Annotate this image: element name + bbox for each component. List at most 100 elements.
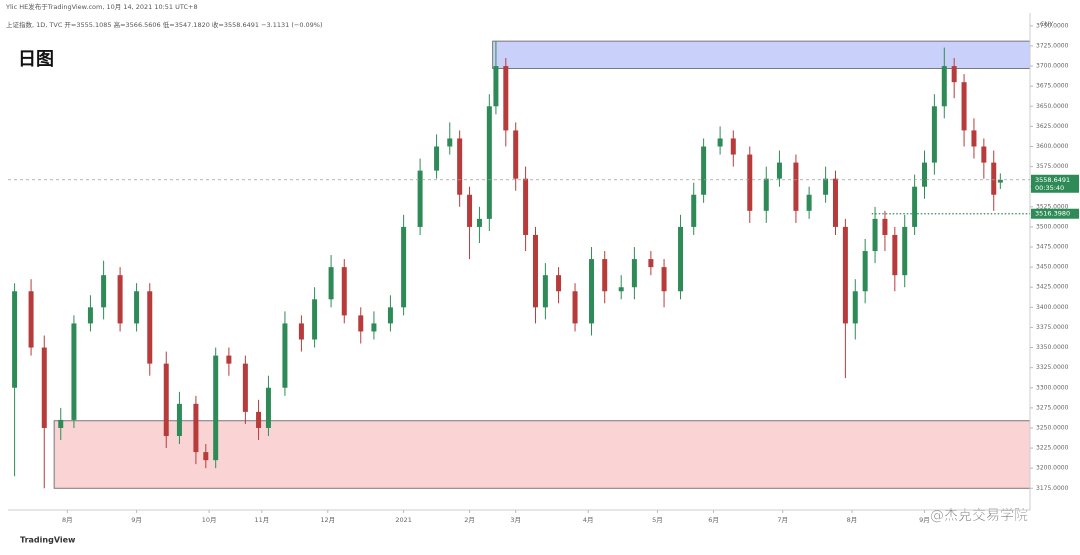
- candle-body: [203, 452, 209, 461]
- candle-body: [434, 146, 440, 171]
- candle-body: [776, 162, 782, 179]
- x-tick-label: 12月: [320, 516, 335, 524]
- y-tick-label: 3600.0000: [1036, 143, 1069, 150]
- candle-body: [282, 323, 288, 388]
- x-tick-label: 11月: [254, 516, 269, 524]
- x-tick-label: 2021: [395, 516, 412, 524]
- candle-body: [328, 267, 334, 300]
- candle-body: [981, 146, 987, 163]
- price-label: 3516.3980: [1035, 210, 1070, 218]
- candle-body: [832, 178, 838, 227]
- candle-body: [717, 138, 723, 147]
- candle-body: [101, 275, 107, 308]
- watermark: @杰克交易学院: [930, 507, 1028, 524]
- price-label: 3558.6491: [1035, 176, 1070, 184]
- candle-body: [882, 218, 888, 235]
- candle-body: [41, 347, 47, 428]
- candle-body: [912, 186, 918, 227]
- x-tick-label: 3月: [510, 516, 521, 524]
- candle-body: [602, 259, 608, 292]
- candle-body: [997, 179, 1003, 183]
- candle-body: [226, 355, 232, 364]
- candle-body: [12, 291, 18, 388]
- candle-body: [358, 315, 364, 332]
- x-tick-label: 8月: [847, 516, 858, 524]
- candle-body: [213, 355, 219, 461]
- x-tick-label: 10月: [202, 516, 217, 524]
- y-tick-label: 3525.0000: [1036, 203, 1069, 210]
- candle-body: [193, 403, 199, 453]
- annotation: 日图: [18, 49, 54, 70]
- candle-body: [242, 363, 248, 412]
- y-tick-label: 3250.0000: [1036, 424, 1069, 431]
- y-tick-label: 3325.0000: [1036, 364, 1069, 371]
- candle-body: [28, 291, 34, 348]
- candle-body: [556, 275, 562, 292]
- header-title: Ylic HE发布于TradingView.com, 10月 14, 2021 …: [5, 2, 198, 11]
- candle-body: [447, 138, 453, 147]
- candle-body: [961, 82, 967, 131]
- candle-body: [763, 178, 769, 211]
- candle-body: [265, 387, 271, 428]
- y-tick-label: 3500.0000: [1036, 223, 1069, 230]
- candle-body: [806, 194, 812, 211]
- zone: [53, 420, 1031, 489]
- candle-body: [58, 419, 64, 428]
- candle-body: [134, 291, 140, 324]
- candle-body: [532, 234, 538, 308]
- candle-body: [513, 130, 519, 179]
- candle-body: [678, 226, 684, 292]
- candle-body: [493, 66, 499, 107]
- candle-body: [71, 323, 77, 420]
- candle-body: [842, 226, 848, 324]
- y-tick-label: 3300.0000: [1036, 384, 1069, 391]
- candle-body: [87, 307, 93, 324]
- candle-body: [971, 130, 977, 147]
- candle-body: [661, 267, 667, 292]
- candle-body: [486, 106, 492, 219]
- candle-body: [892, 234, 898, 276]
- candle-body: [730, 138, 736, 155]
- currency: CNY: [1040, 20, 1053, 28]
- x-tick-label: 6月: [708, 516, 719, 524]
- candle-body: [747, 154, 753, 211]
- candle-body: [147, 291, 153, 364]
- y-tick-label: 3750.0000: [1036, 22, 1069, 29]
- candle-body: [862, 251, 868, 292]
- x-tick-label: 5月: [652, 516, 663, 524]
- candle-body: [387, 307, 393, 324]
- candle-body: [457, 138, 463, 195]
- y-tick-label: 3675.0000: [1036, 83, 1069, 90]
- candle-body: [163, 363, 169, 437]
- candle-body: [648, 259, 654, 268]
- candle-body: [951, 66, 957, 83]
- y-tick-label: 3725.0000: [1036, 42, 1069, 49]
- candle-body: [991, 162, 997, 195]
- price-badge: [1031, 174, 1079, 193]
- candle-body: [589, 259, 595, 324]
- y-tick-label: 3350.0000: [1036, 344, 1069, 351]
- candle-body: [823, 178, 829, 195]
- y-tick-label: 3575.0000: [1036, 163, 1069, 170]
- header-ohlc: 上证指数, 1D, TVC 开=3555.1085 高=3566.5606 低=…: [6, 20, 323, 29]
- candle-body: [872, 218, 878, 252]
- x-tick-label: 8月: [62, 516, 73, 524]
- y-tick-label: 3175.0000: [1036, 485, 1069, 492]
- x-tick-label: 9月: [131, 516, 142, 524]
- candle-body: [572, 291, 578, 324]
- zone: [492, 40, 1031, 69]
- x-tick-label: 4月: [583, 516, 594, 524]
- candle-body: [618, 287, 624, 292]
- candle-body: [691, 194, 697, 227]
- y-tick-label: 3625.0000: [1036, 123, 1069, 130]
- y-tick-label: 3275.0000: [1036, 404, 1069, 411]
- y-tick-label: 3450.0000: [1036, 264, 1069, 271]
- y-tick-label: 3475.0000: [1036, 244, 1069, 251]
- y-tick-label: 3375.0000: [1036, 324, 1069, 331]
- candle-body: [371, 323, 377, 332]
- x-tick-label: 2月: [464, 516, 475, 524]
- candle-body: [417, 170, 423, 227]
- y-tick-label: 3700.0000: [1036, 63, 1069, 70]
